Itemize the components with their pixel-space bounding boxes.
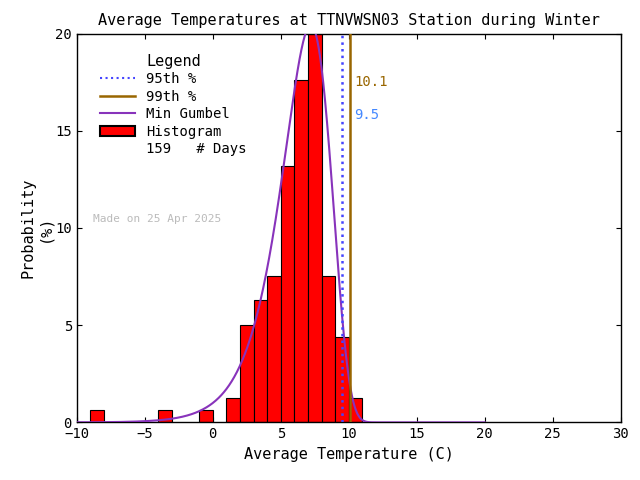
Bar (253, 300, 268, 422)
Bar (240, 324, 253, 422)
Text: 10.1: 10.1 (355, 75, 388, 89)
Y-axis label: Probability
(%): Probability (%) (20, 178, 52, 278)
Bar (268, 276, 281, 422)
Bar (294, 80, 308, 422)
Bar (335, 337, 349, 422)
Title: Average Temperatures at TTNVWSN03 Station during Winter: Average Temperatures at TTNVWSN03 Statio… (98, 13, 600, 28)
Bar (227, 398, 240, 422)
Bar (322, 276, 335, 422)
Bar (159, 410, 172, 422)
Bar (281, 166, 294, 422)
Bar (349, 398, 362, 422)
Bar (199, 410, 212, 422)
X-axis label: Average Temperature (C): Average Temperature (C) (244, 447, 454, 462)
Bar (90, 410, 104, 422)
Legend: 95th %, 99th %, Min Gumbel, Histogram, 159   # Days: 95th %, 99th %, Min Gumbel, Histogram, 1… (95, 48, 252, 162)
Bar (308, 31, 322, 422)
Text: 9.5: 9.5 (355, 108, 380, 122)
Text: Made on 25 Apr 2025: Made on 25 Apr 2025 (93, 215, 221, 224)
